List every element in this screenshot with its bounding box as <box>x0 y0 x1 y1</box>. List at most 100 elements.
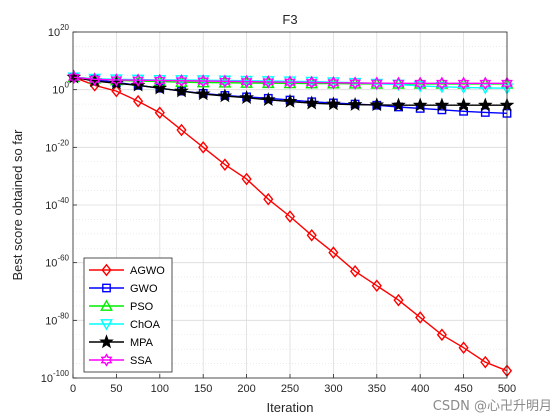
legend-box <box>83 257 173 373</box>
y-tick-label: 100 <box>52 81 69 97</box>
legend-label: MPA <box>130 337 154 349</box>
data-point-ssa <box>327 75 340 90</box>
x-tick-label: 250 <box>281 383 299 395</box>
legend-label: SSA <box>130 355 153 367</box>
series-line-agwo <box>73 76 508 372</box>
series-agwo <box>68 70 513 378</box>
x-tick-label: 450 <box>454 383 472 395</box>
y-tick-label: 1020 <box>48 23 70 39</box>
data-point-agwo <box>133 94 144 108</box>
data-point-mpa <box>434 97 450 112</box>
data-point-agwo <box>219 158 230 171</box>
data-point-mpa <box>391 97 406 112</box>
legend-label: GWO <box>130 283 158 295</box>
data-point-agwo <box>111 84 122 98</box>
legend-marker <box>99 334 114 349</box>
legend-item-choa: ChOA <box>89 319 161 331</box>
x-tick-label: 0 <box>70 383 76 395</box>
x-tick-label: 150 <box>194 383 212 395</box>
data-point-agwo <box>306 228 317 242</box>
data-point-mpa <box>412 97 428 112</box>
data-point-agwo <box>154 106 165 120</box>
data-point-agwo <box>263 192 274 206</box>
legend-item-agwo: AGWO <box>89 263 165 277</box>
data-point-mpa <box>456 97 471 112</box>
data-point-mpa <box>326 96 341 111</box>
y-tick-label: 10-60 <box>45 254 69 270</box>
legend-marker <box>101 263 112 277</box>
series-layer <box>66 69 515 378</box>
data-point-mpa <box>304 95 320 110</box>
legend-label: ChOA <box>130 319 161 331</box>
legend-item-gwo: GWO <box>89 283 158 295</box>
data-point-mpa <box>260 92 276 106</box>
legend-marker <box>100 353 113 367</box>
data-point-ssa <box>88 72 101 87</box>
x-tick-label: 200 <box>237 383 255 395</box>
data-point-ssa <box>349 76 361 90</box>
data-point-ssa <box>414 76 427 91</box>
y-tick-label: 10-40 <box>45 196 69 212</box>
x-tick-label: 50 <box>110 383 122 395</box>
legend-item-pso: PSO <box>89 299 154 313</box>
data-point-agwo <box>328 246 339 259</box>
data-point-mpa <box>369 97 385 112</box>
legend-label: PSO <box>130 301 154 313</box>
data-point-agwo <box>198 141 209 154</box>
data-point-mpa <box>152 80 168 95</box>
x-tick-label: 300 <box>324 383 342 395</box>
data-point-ssa <box>132 73 144 87</box>
data-point-choa <box>392 79 405 92</box>
data-point-agwo <box>393 293 404 307</box>
data-point-ssa <box>197 74 210 88</box>
data-point-agwo <box>176 123 187 137</box>
data-point-mpa <box>282 93 298 108</box>
data-point-mpa <box>347 96 363 111</box>
y-tick-label: 10-20 <box>45 138 69 154</box>
legend-marker <box>100 299 113 311</box>
y-axis-label: Best score obtained so far <box>10 129 25 281</box>
data-point-agwo <box>284 210 296 223</box>
legend-label: AGWO <box>130 265 165 277</box>
data-point-mpa <box>174 83 189 98</box>
data-point-ssa <box>457 76 470 91</box>
data-point-agwo <box>350 265 361 278</box>
data-point-mpa <box>217 88 233 103</box>
data-point-agwo <box>480 355 491 369</box>
data-point-ssa <box>262 75 275 89</box>
y-tick-label: 10-80 <box>45 311 69 327</box>
data-point-choa <box>435 81 449 94</box>
legend-item-ssa: SSA <box>89 353 153 367</box>
data-point-mpa <box>477 97 493 112</box>
x-tick-label: 500 <box>498 383 516 395</box>
data-point-ssa <box>436 76 448 91</box>
series-ssa <box>67 70 513 91</box>
data-point-ssa <box>479 76 492 91</box>
data-point-ssa <box>305 75 318 90</box>
data-point-ssa <box>219 74 231 89</box>
data-point-ssa <box>240 74 253 89</box>
data-point-gwo <box>480 108 490 117</box>
legend-marker <box>102 283 111 293</box>
data-point-ssa <box>110 73 123 87</box>
data-point-agwo <box>458 341 469 355</box>
data-point-ssa <box>153 73 166 88</box>
chart-title: F3 <box>282 12 297 27</box>
legend-marker <box>100 319 113 331</box>
x-tick-label: 100 <box>151 383 169 395</box>
data-point-agwo <box>436 328 447 342</box>
data-point-mpa <box>195 86 211 101</box>
data-point-choa <box>370 78 384 91</box>
data-point-ssa <box>284 75 296 89</box>
legend: AGWO GWO PSO ChOA MPA SSA <box>83 257 173 373</box>
data-point-agwo <box>241 172 252 186</box>
x-tick-label: 350 <box>368 383 386 395</box>
x-tick-label: 400 <box>411 383 429 395</box>
data-point-ssa <box>67 70 80 85</box>
axes: 0 50 100 150 200 250 300 350 400 450 500 10-100 10-8… <box>41 23 516 395</box>
x-axis-label: Iteration <box>267 400 314 415</box>
legend-item-mpa: MPA <box>89 334 154 349</box>
y-tick-label: 10-100 <box>41 369 70 385</box>
data-point-ssa <box>392 76 405 91</box>
